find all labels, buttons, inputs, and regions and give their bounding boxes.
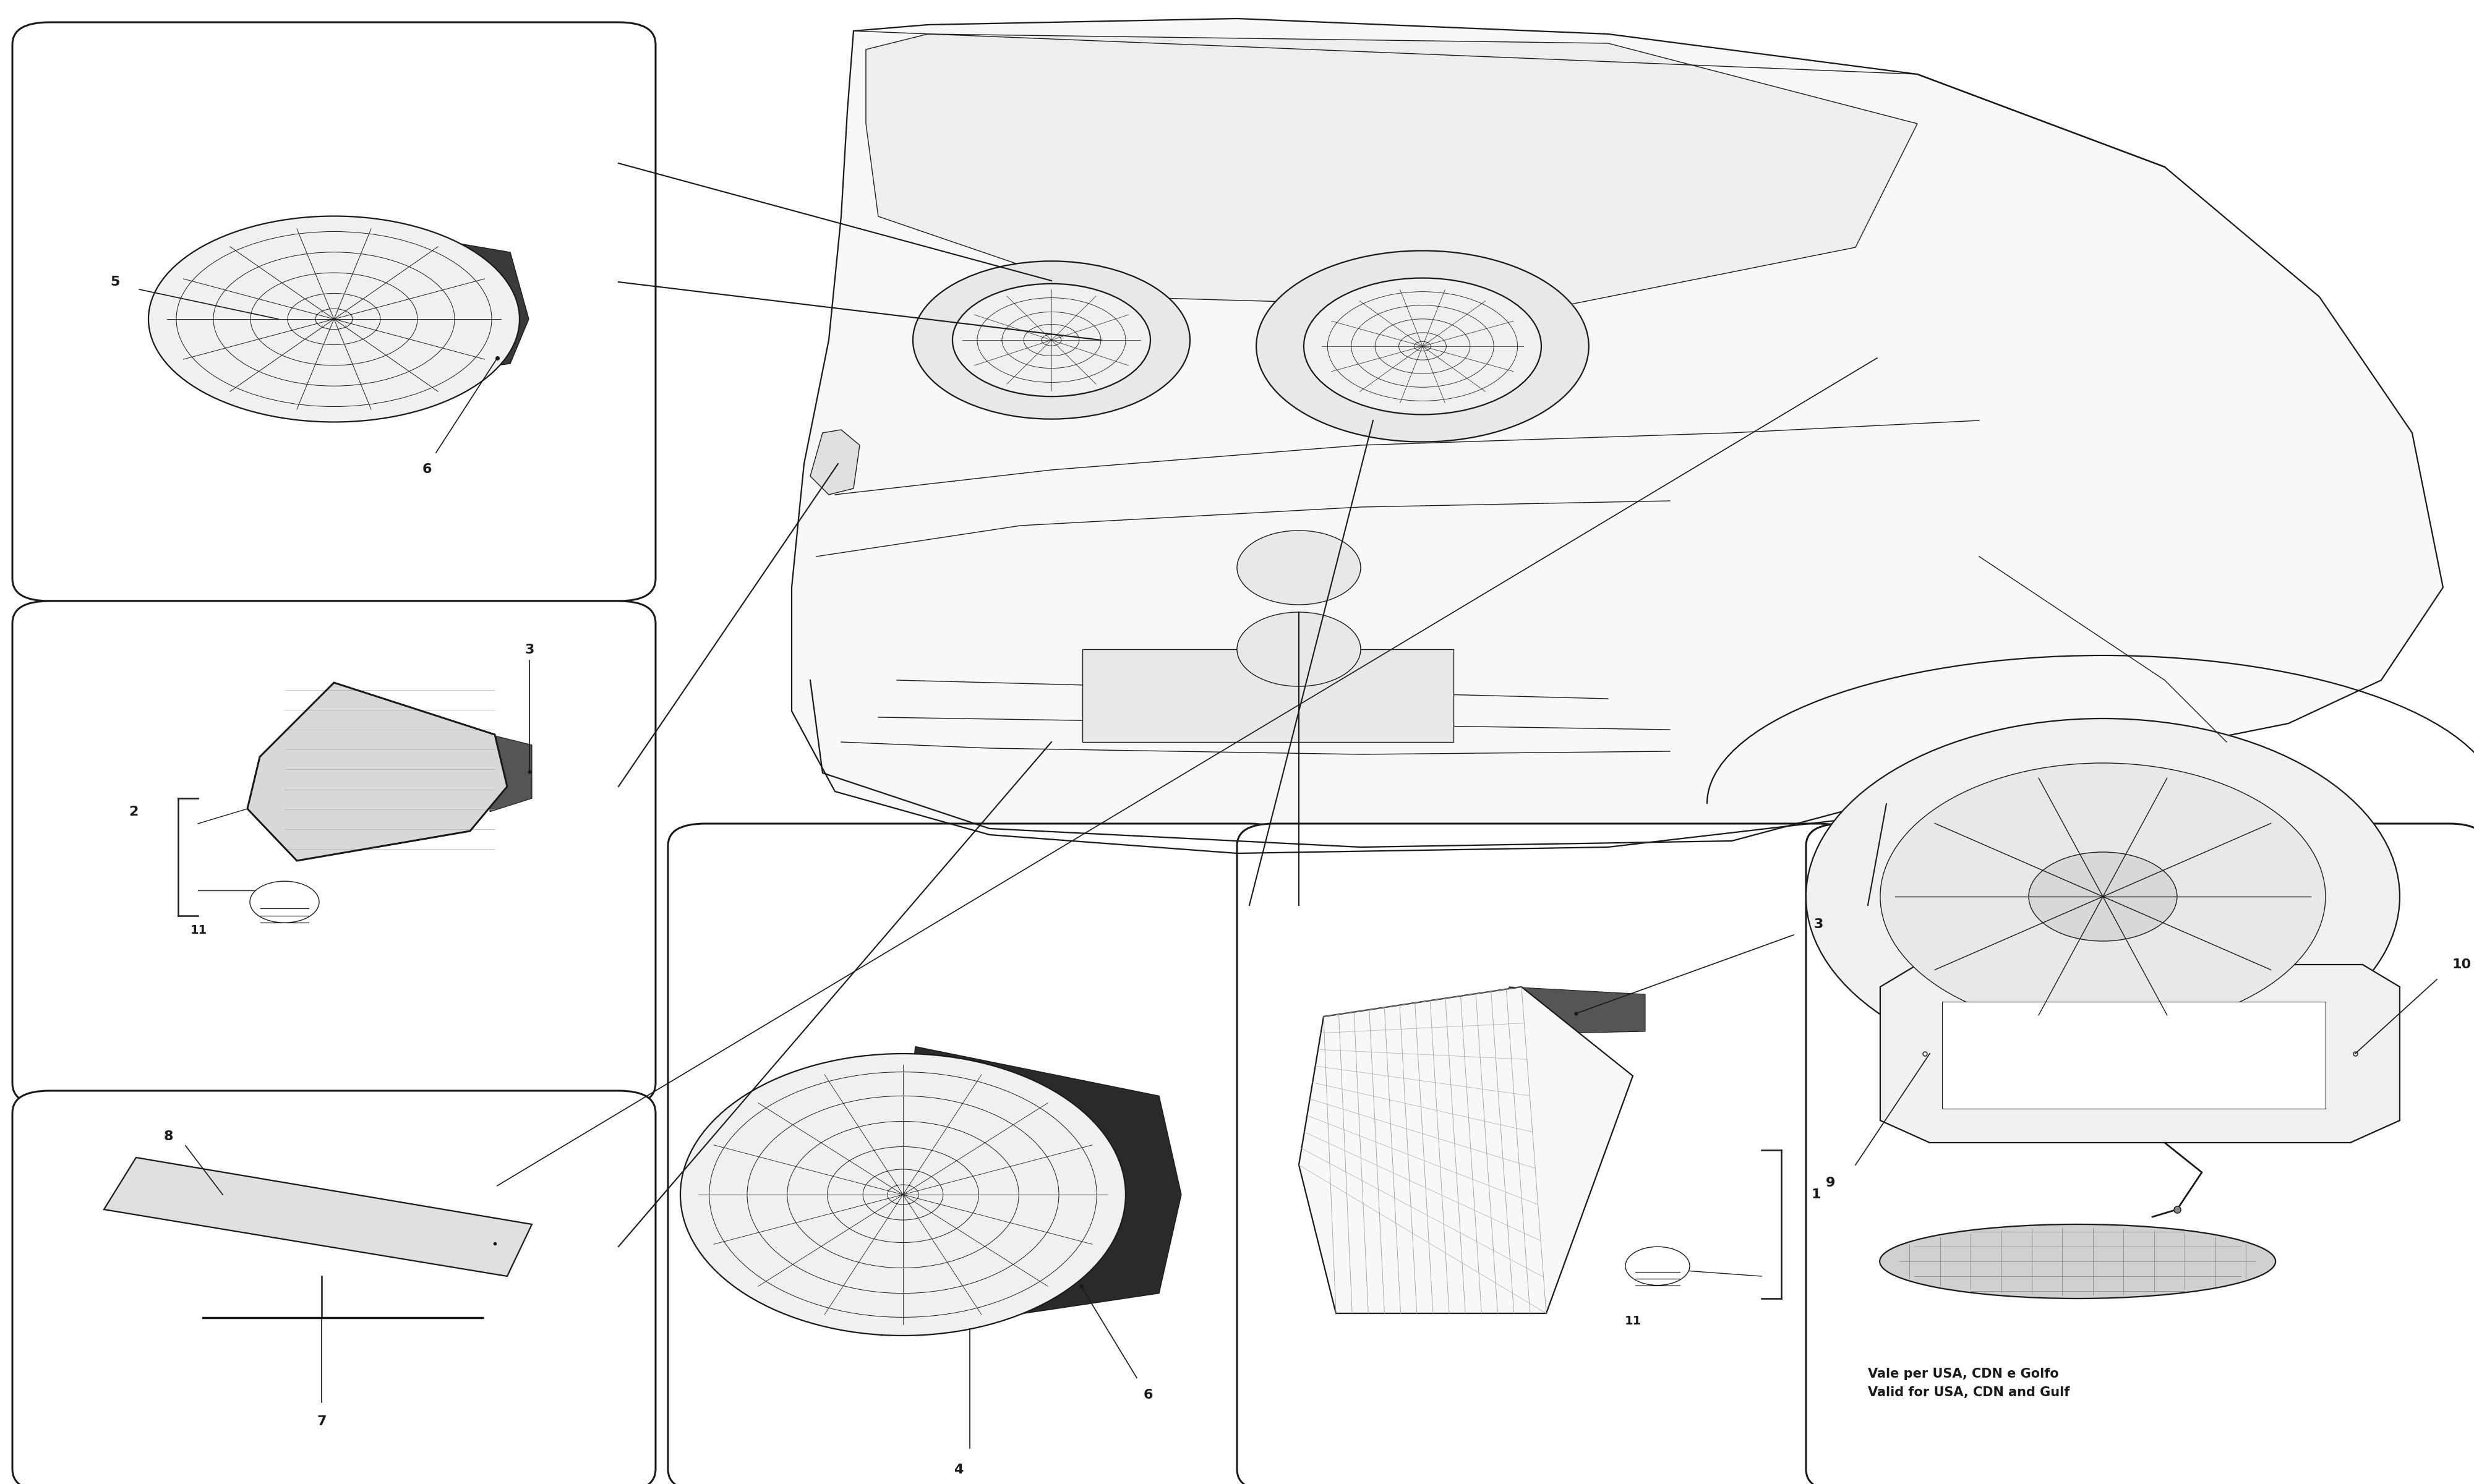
Circle shape xyxy=(1806,718,2400,1074)
Circle shape xyxy=(1625,1247,1690,1285)
Polygon shape xyxy=(1880,965,2400,1143)
Ellipse shape xyxy=(1880,1224,2276,1298)
Text: 2: 2 xyxy=(129,806,139,818)
Ellipse shape xyxy=(952,283,1150,396)
Ellipse shape xyxy=(913,261,1190,418)
FancyBboxPatch shape xyxy=(12,22,656,601)
Text: 8: 8 xyxy=(163,1131,173,1143)
Text: 9: 9 xyxy=(1826,1177,1836,1189)
FancyBboxPatch shape xyxy=(668,824,1286,1484)
Text: Vale per USA, CDN e Golfo
Valid for USA, CDN and Gulf: Vale per USA, CDN e Golfo Valid for USA,… xyxy=(1868,1368,2071,1398)
Text: 5: 5 xyxy=(111,276,119,288)
Text: 1: 1 xyxy=(1811,1189,1821,1201)
Ellipse shape xyxy=(148,217,520,421)
Circle shape xyxy=(1237,530,1361,604)
Ellipse shape xyxy=(1304,278,1541,414)
Text: 3: 3 xyxy=(1813,919,1823,930)
Polygon shape xyxy=(1299,987,1633,1313)
Text: 4: 4 xyxy=(955,1463,962,1475)
Text: 6: 6 xyxy=(1143,1389,1153,1401)
Polygon shape xyxy=(866,34,1917,309)
Polygon shape xyxy=(346,224,529,380)
Text: 11: 11 xyxy=(1625,1315,1640,1327)
Text: 10: 10 xyxy=(2452,959,2472,971)
FancyBboxPatch shape xyxy=(12,1091,656,1484)
Polygon shape xyxy=(490,735,532,812)
Polygon shape xyxy=(1081,650,1452,742)
Bar xyxy=(1942,1002,2326,1109)
Text: 11: 11 xyxy=(190,925,208,936)
Polygon shape xyxy=(1509,987,1645,1034)
Circle shape xyxy=(1880,763,2326,1030)
Polygon shape xyxy=(104,1158,532,1276)
Circle shape xyxy=(250,881,319,923)
Text: 6: 6 xyxy=(423,463,430,475)
Circle shape xyxy=(1237,611,1361,686)
Text: 3: 3 xyxy=(524,644,534,656)
Text: 7: 7 xyxy=(317,1416,327,1428)
Polygon shape xyxy=(247,683,507,861)
Ellipse shape xyxy=(1257,251,1588,442)
Polygon shape xyxy=(792,18,2442,853)
FancyBboxPatch shape xyxy=(1237,824,1856,1484)
Circle shape xyxy=(2029,852,2177,941)
FancyBboxPatch shape xyxy=(12,601,656,1106)
Polygon shape xyxy=(881,1046,1180,1336)
Ellipse shape xyxy=(680,1054,1126,1336)
FancyBboxPatch shape xyxy=(1806,824,2474,1484)
Polygon shape xyxy=(809,430,858,494)
